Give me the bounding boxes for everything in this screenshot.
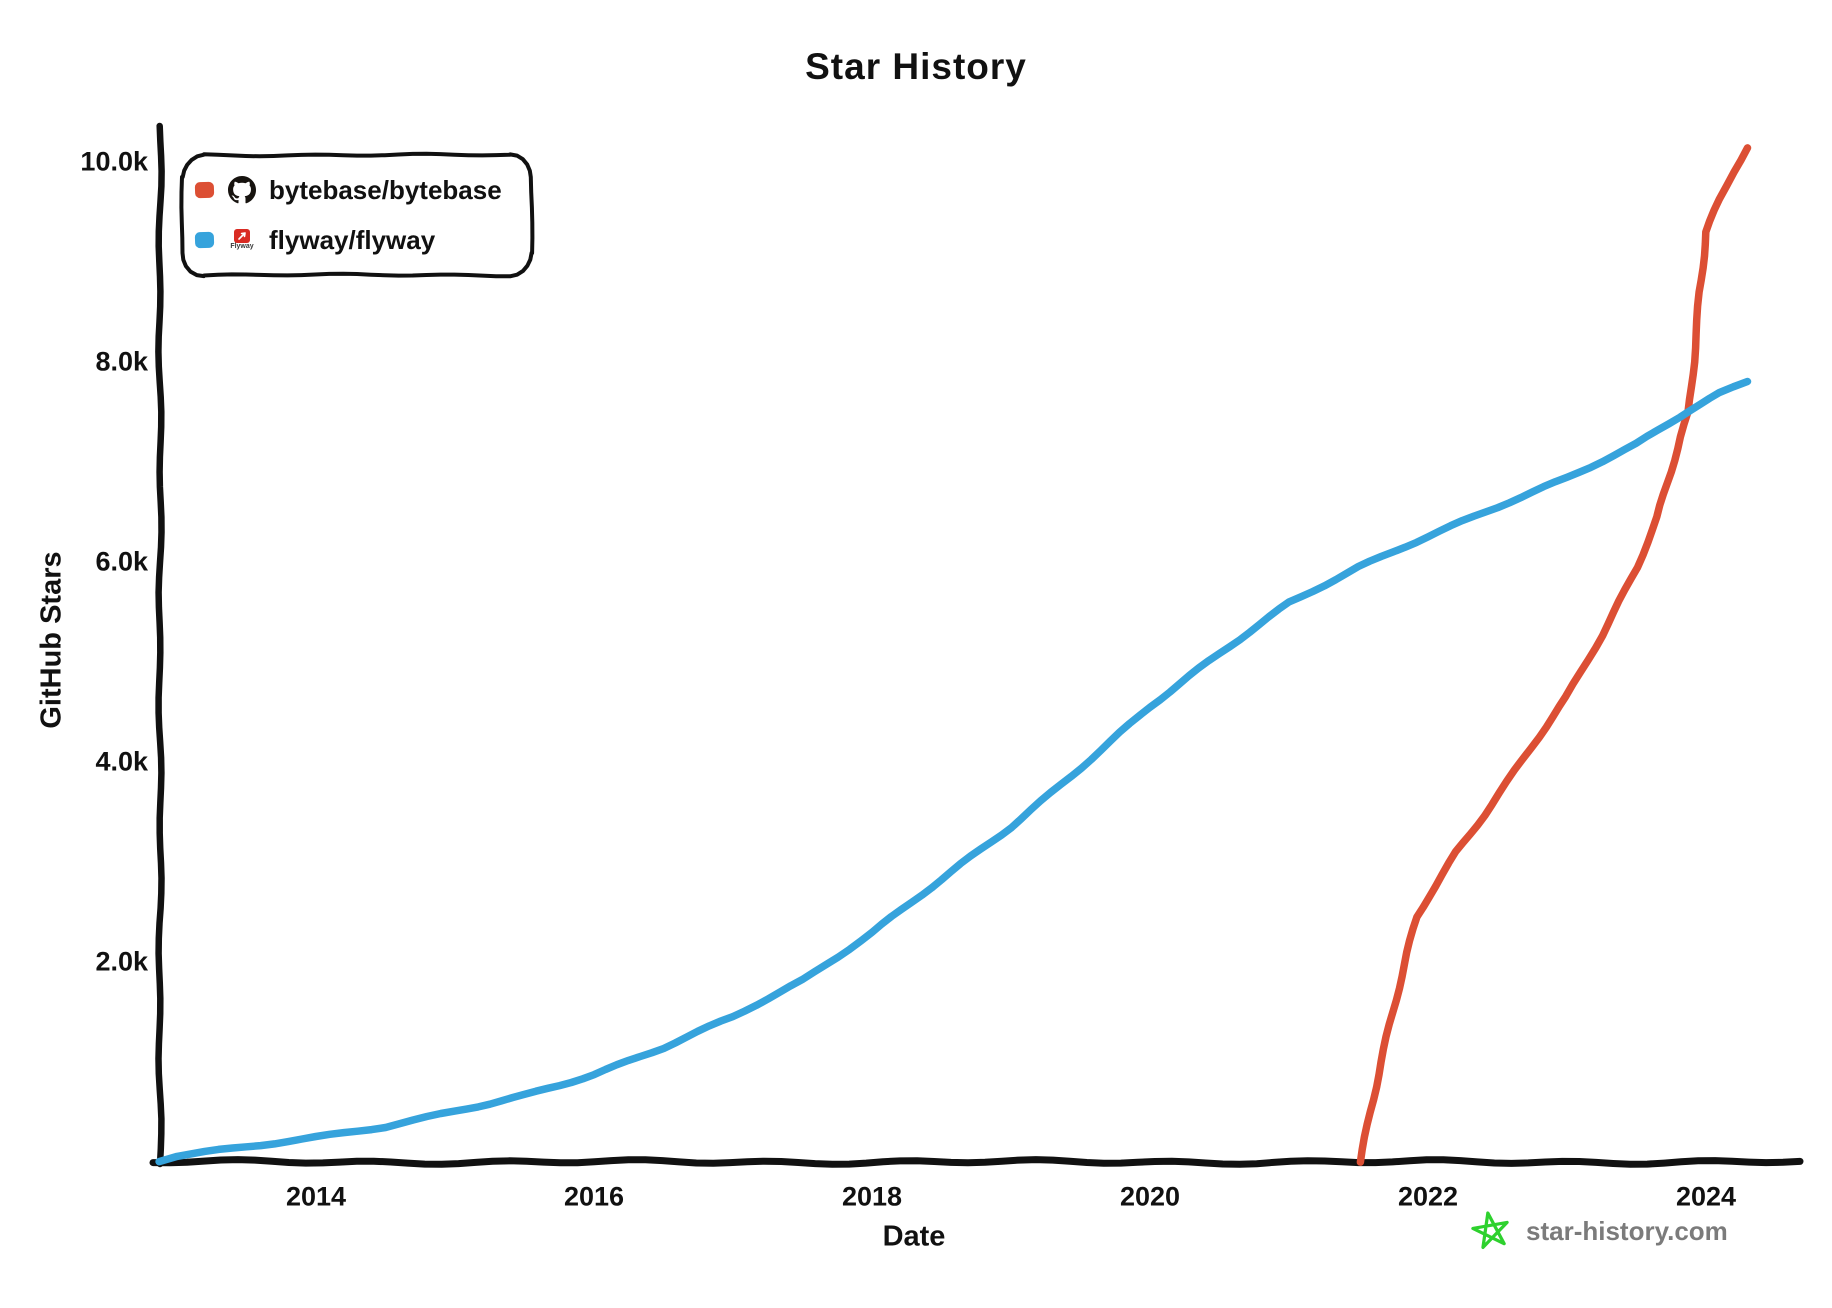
flyway-icon: Flyway (227, 229, 257, 251)
x-tick-label: 2022 (1397, 1181, 1459, 1212)
watermark-link[interactable]: star-history.com (1468, 1208, 1728, 1254)
legend: bytebase/bytebase Flyway flyway/flyway (182, 155, 532, 275)
y-tick-label: 2.0k (95, 946, 148, 977)
flyway-logo-mark (234, 229, 250, 243)
star-icon (1471, 1211, 1509, 1250)
legend-item-flyway: Flyway flyway/flyway (182, 217, 532, 263)
x-axis-title: Date (882, 1220, 946, 1253)
y-tick-label: 8.0k (95, 346, 148, 377)
series-color-swatch-bytebase (194, 181, 215, 199)
watermark-text: star-history.com (1526, 1215, 1728, 1246)
x-tick-label: 2014 (285, 1181, 347, 1212)
series-color-swatch-flyway (194, 231, 215, 249)
github-icon (227, 176, 257, 204)
y-tick-label: 6.0k (95, 546, 148, 577)
y-tick-label: 10.0k (80, 146, 148, 177)
flyway-logo-text: Flyway (230, 243, 254, 250)
legend-item-bytebase: bytebase/bytebase (182, 167, 532, 213)
x-tick-label: 2018 (841, 1181, 903, 1212)
y-axis-title: GitHub Stars (35, 551, 68, 729)
y-tick-label: 4.0k (95, 746, 148, 777)
chart-title: Star History (805, 46, 1027, 87)
x-tick-label: 2016 (563, 1181, 625, 1212)
x-tick-label: 2020 (1119, 1181, 1181, 1212)
x-tick-label: 2024 (1675, 1181, 1737, 1212)
legend-label-flyway: flyway/flyway (269, 224, 436, 255)
legend-label-bytebase: bytebase/bytebase (269, 174, 502, 205)
